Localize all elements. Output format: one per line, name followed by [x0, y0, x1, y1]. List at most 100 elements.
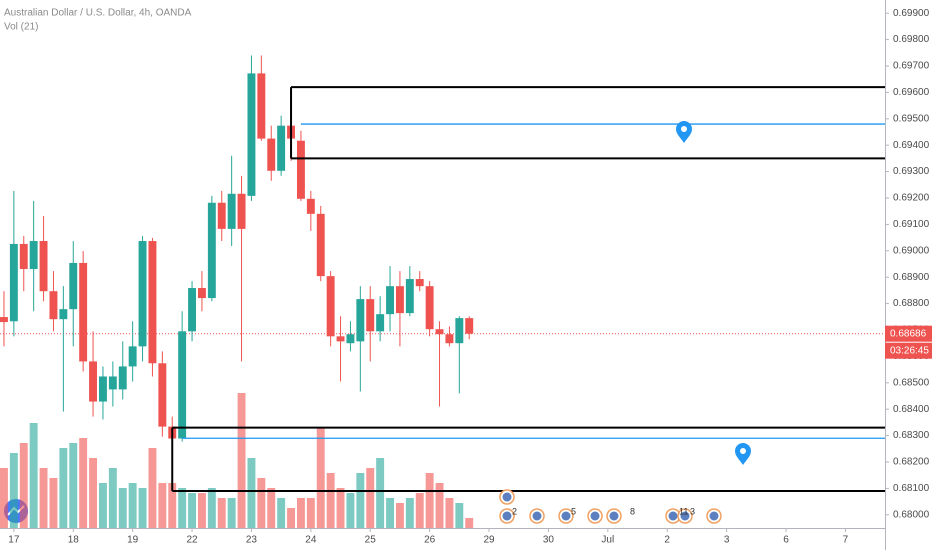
volume-bar: [296, 498, 305, 528]
volume-bar: [49, 478, 58, 528]
candle-body: [237, 193, 246, 229]
candle-body: [267, 138, 276, 171]
y-tick-label: 0.68300: [893, 430, 930, 441]
x-tick-label: 25: [365, 535, 377, 546]
x-tick-label: 26: [424, 535, 436, 546]
event-icon-flag: [590, 511, 600, 521]
candle-body: [148, 241, 157, 364]
candle-body: [69, 262, 78, 310]
candle-body: [465, 318, 474, 334]
volume-bar: [366, 468, 375, 528]
x-tick-label: 30: [543, 535, 555, 546]
volume-bar: [9, 453, 18, 528]
y-tick-label: 0.68900: [893, 272, 930, 283]
volume-bar: [148, 448, 157, 528]
candle-body: [356, 299, 365, 342]
y-tick-label: 0.69400: [893, 140, 930, 151]
candle-body: [98, 376, 107, 402]
y-tick-label: 0.69200: [893, 193, 930, 204]
candle-body: [376, 314, 385, 332]
candle-body: [217, 202, 226, 229]
event-count: 3: [690, 506, 695, 516]
event-count: 8: [630, 506, 635, 516]
event-icon-flag: [502, 492, 512, 502]
event-icon-flag: [502, 511, 512, 521]
event-icon-flag: [668, 511, 678, 521]
chart-title: Australian Dollar / U.S. Dollar, 4h, OAN…: [4, 8, 192, 19]
x-tick-label: 6: [783, 535, 789, 546]
y-tick-label: 0.69000: [893, 245, 930, 256]
volume-bar: [316, 428, 325, 528]
candle-body: [277, 125, 286, 171]
volume-bar: [197, 493, 206, 528]
x-tick-label: 24: [305, 535, 317, 546]
candle-body: [336, 336, 345, 342]
y-tick-label: 0.69500: [893, 113, 930, 124]
volume-bar: [89, 458, 98, 528]
volume-bar: [59, 448, 68, 528]
event-icon-flag: [609, 511, 619, 521]
candle-body: [19, 243, 28, 270]
last-price-label: 0.68686: [890, 328, 927, 339]
pin: [735, 443, 751, 465]
event-count: 2: [512, 506, 517, 516]
candle-body: [188, 288, 197, 332]
volume-bar: [356, 473, 365, 528]
volume-bar: [0, 468, 8, 528]
candle-body: [197, 288, 206, 299]
volume-bar: [128, 483, 137, 528]
x-tick-label: Jul: [601, 535, 614, 546]
x-tick-label: 22: [186, 535, 198, 546]
volume-bar: [465, 518, 474, 528]
volume-bar: [69, 443, 78, 528]
volume-bar: [326, 473, 335, 528]
candle-body: [415, 279, 424, 287]
volume-bar: [386, 498, 394, 528]
volume-bar: [207, 488, 216, 528]
candle-body: [346, 334, 355, 344]
candle-body: [178, 331, 187, 439]
candle-body: [425, 286, 434, 330]
volume-bar: [287, 508, 295, 528]
volume-bar: [376, 458, 385, 528]
volume-bar: [158, 483, 167, 528]
candle-body: [405, 279, 414, 314]
x-tick-label: 3: [724, 535, 730, 546]
candle-body: [0, 317, 8, 323]
x-tick-label: 2: [664, 535, 670, 546]
volume-bar: [336, 488, 345, 528]
volume-bar: [306, 498, 315, 528]
y-tick-label: 0.68000: [893, 509, 930, 520]
volume-bar: [267, 488, 276, 528]
event-icon-flag: [680, 511, 690, 521]
volume-bar: [455, 503, 464, 528]
candle-body: [128, 346, 137, 367]
y-tick-label: 0.69100: [893, 219, 930, 230]
event-count: 5: [571, 506, 576, 516]
y-tick-label: 0.68800: [893, 298, 930, 309]
volume-bar: [168, 483, 177, 528]
volume-bar: [138, 488, 147, 528]
candle-body: [79, 262, 88, 362]
y-tick-label: 0.68500: [893, 377, 930, 388]
candle-body: [257, 73, 266, 139]
candle-body: [158, 363, 167, 427]
volume-bar: [217, 498, 226, 528]
volume-bar: [188, 493, 197, 528]
volume-bar: [277, 498, 286, 528]
volume-bar: [415, 493, 424, 528]
y-tick-label: 0.69600: [893, 87, 930, 98]
y-tick-label: 0.69900: [893, 8, 930, 19]
candle-body: [49, 291, 58, 320]
volume-bar: [435, 483, 444, 528]
candle-body: [138, 241, 147, 347]
x-tick-label: 18: [68, 535, 80, 546]
volume-bar: [346, 493, 355, 528]
y-tick-label: 0.68100: [893, 483, 930, 494]
candle-body: [386, 286, 394, 315]
x-tick-label: 19: [127, 535, 139, 546]
volume-bar: [405, 498, 414, 528]
candle-body: [108, 376, 117, 390]
candle-body: [455, 318, 464, 344]
volume-bar: [178, 488, 187, 528]
